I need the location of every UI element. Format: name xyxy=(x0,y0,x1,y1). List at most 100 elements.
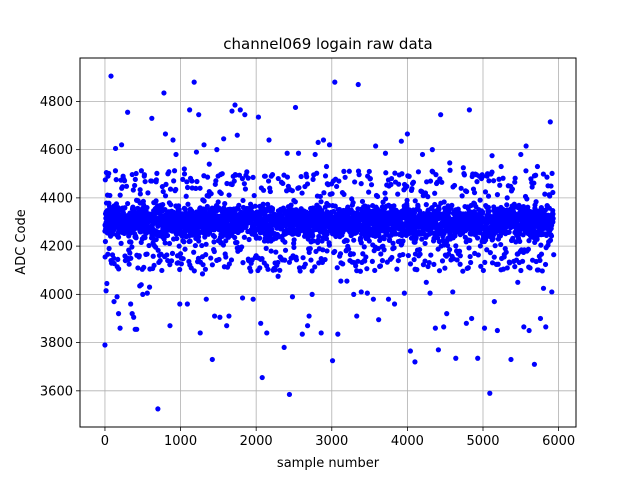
data-point xyxy=(540,285,547,291)
y-tick-label: 3800 xyxy=(40,336,73,351)
near-band-point xyxy=(342,174,348,180)
y-tick-label: 3600 xyxy=(40,384,73,399)
data-point xyxy=(355,81,361,88)
data-point xyxy=(217,314,223,320)
data-point xyxy=(341,168,347,174)
data-point xyxy=(170,137,176,143)
band-point xyxy=(127,230,133,236)
near-band-point xyxy=(527,265,533,271)
near-band-point xyxy=(332,248,338,255)
near-band-point xyxy=(121,178,128,184)
band-point xyxy=(323,236,330,242)
data-point xyxy=(512,179,518,185)
data-point xyxy=(272,260,278,266)
near-band-point xyxy=(178,261,184,267)
band-point xyxy=(412,198,418,204)
band-point xyxy=(345,204,351,210)
near-band-point xyxy=(467,253,473,260)
near-band-point xyxy=(129,244,135,250)
near-band-point xyxy=(260,187,267,193)
band-point xyxy=(265,201,271,207)
band-point xyxy=(358,240,364,246)
data-point xyxy=(266,137,272,143)
near-band-point xyxy=(239,244,245,250)
x-tick-label: 4000 xyxy=(391,434,424,449)
data-point xyxy=(351,291,357,297)
near-band-point xyxy=(366,189,372,195)
band-point xyxy=(257,212,263,218)
data-point xyxy=(162,131,169,137)
band-point xyxy=(390,240,396,246)
near-band-point xyxy=(464,188,470,195)
band-point xyxy=(204,203,210,210)
near-band-point xyxy=(461,172,468,178)
y-tick-label: 4200 xyxy=(40,240,73,255)
data-point xyxy=(429,147,435,153)
data-point xyxy=(315,139,321,146)
band-point xyxy=(133,235,139,241)
data-point xyxy=(504,195,510,201)
data-point xyxy=(438,112,444,118)
data-point xyxy=(157,257,163,264)
data-point xyxy=(344,278,350,284)
data-point xyxy=(209,356,215,363)
near-band-point xyxy=(377,263,384,269)
data-point xyxy=(292,104,299,111)
data-point xyxy=(196,112,202,118)
near-band-point xyxy=(113,177,119,183)
data-point xyxy=(246,257,252,264)
near-band-point xyxy=(218,190,224,197)
near-band-point xyxy=(538,242,544,248)
band-point xyxy=(315,237,321,243)
data-point xyxy=(518,151,524,158)
near-band-point xyxy=(407,261,414,267)
data-point xyxy=(140,291,146,297)
data-point xyxy=(326,142,333,148)
near-band-point xyxy=(392,170,398,176)
data-point xyxy=(187,107,193,113)
data-point xyxy=(370,296,376,302)
data-point xyxy=(320,137,327,143)
data-point xyxy=(523,143,529,149)
x-tick-label: 5000 xyxy=(466,434,499,449)
data-point xyxy=(489,153,495,159)
band-point xyxy=(336,206,343,213)
data-point xyxy=(332,79,338,85)
near-band-point xyxy=(503,249,509,255)
band-point xyxy=(187,238,193,244)
band-point xyxy=(168,202,174,208)
data-point xyxy=(407,348,414,354)
band-point xyxy=(260,201,266,207)
near-band-point xyxy=(308,257,314,263)
data-point xyxy=(237,107,243,113)
near-band-point xyxy=(453,243,459,249)
band-point xyxy=(128,239,134,245)
data-point xyxy=(211,313,218,319)
near-band-point xyxy=(265,266,271,272)
near-band-point xyxy=(346,246,352,252)
band-point xyxy=(142,235,148,241)
data-point xyxy=(109,231,116,237)
near-band-point xyxy=(117,192,123,198)
near-band-point xyxy=(525,246,531,252)
data-point xyxy=(306,313,312,319)
near-band-point xyxy=(293,257,300,263)
band-point xyxy=(533,199,539,205)
near-band-point xyxy=(495,261,501,267)
band-point xyxy=(269,205,276,212)
near-band-point xyxy=(277,267,283,273)
near-band-point xyxy=(241,181,247,187)
data-point xyxy=(206,161,212,167)
data-point xyxy=(242,112,248,118)
near-band-point xyxy=(208,191,214,197)
band-point xyxy=(547,237,554,243)
near-band-point xyxy=(388,181,394,188)
near-band-point xyxy=(542,261,549,268)
near-band-point xyxy=(522,193,529,200)
near-band-point xyxy=(518,267,524,274)
data-point xyxy=(120,173,126,179)
data-point xyxy=(323,163,330,170)
band-point xyxy=(550,215,556,222)
near-band-point xyxy=(432,190,438,196)
data-point xyxy=(526,327,532,334)
